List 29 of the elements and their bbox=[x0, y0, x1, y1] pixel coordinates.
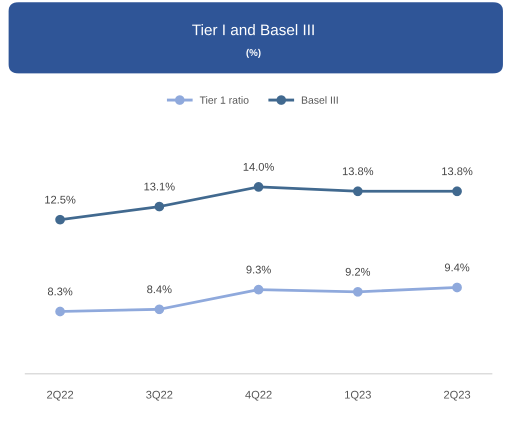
point bbox=[55, 214, 65, 225]
legend-label: Tier 1 ratio bbox=[200, 96, 249, 104]
point bbox=[352, 186, 363, 196]
x-tick-label: 2Q23 bbox=[444, 390, 470, 401]
point bbox=[154, 304, 164, 314]
chart-title: Tier I and Basel III bbox=[192, 24, 314, 36]
x-tick-label: 3Q22 bbox=[146, 390, 172, 401]
x-tick-label: 1Q23 bbox=[345, 390, 371, 401]
data-label: 9.3% bbox=[246, 266, 271, 274]
data-label: 13.8% bbox=[342, 167, 374, 176]
data-label: 13.1% bbox=[144, 182, 175, 190]
x-tick-label: 2Q22 bbox=[47, 390, 74, 401]
point bbox=[254, 284, 264, 294]
chart-subtitle: (%) bbox=[246, 48, 261, 58]
point bbox=[352, 286, 363, 297]
x-tick-label: 4Q22 bbox=[245, 390, 272, 401]
data-label: 12.5% bbox=[45, 196, 76, 204]
point bbox=[452, 186, 462, 196]
point bbox=[55, 306, 65, 316]
point bbox=[254, 182, 264, 192]
point bbox=[154, 202, 164, 212]
point bbox=[452, 282, 462, 292]
data-label: 9.4% bbox=[444, 264, 470, 272]
data-label: 8.3% bbox=[48, 288, 72, 296]
data-label: 13.8% bbox=[442, 167, 472, 176]
data-label: 14.0% bbox=[244, 162, 274, 171]
data-label: 9.2% bbox=[346, 268, 370, 276]
data-label: 8.4% bbox=[147, 285, 172, 294]
legend-label: Basel III bbox=[302, 96, 338, 104]
